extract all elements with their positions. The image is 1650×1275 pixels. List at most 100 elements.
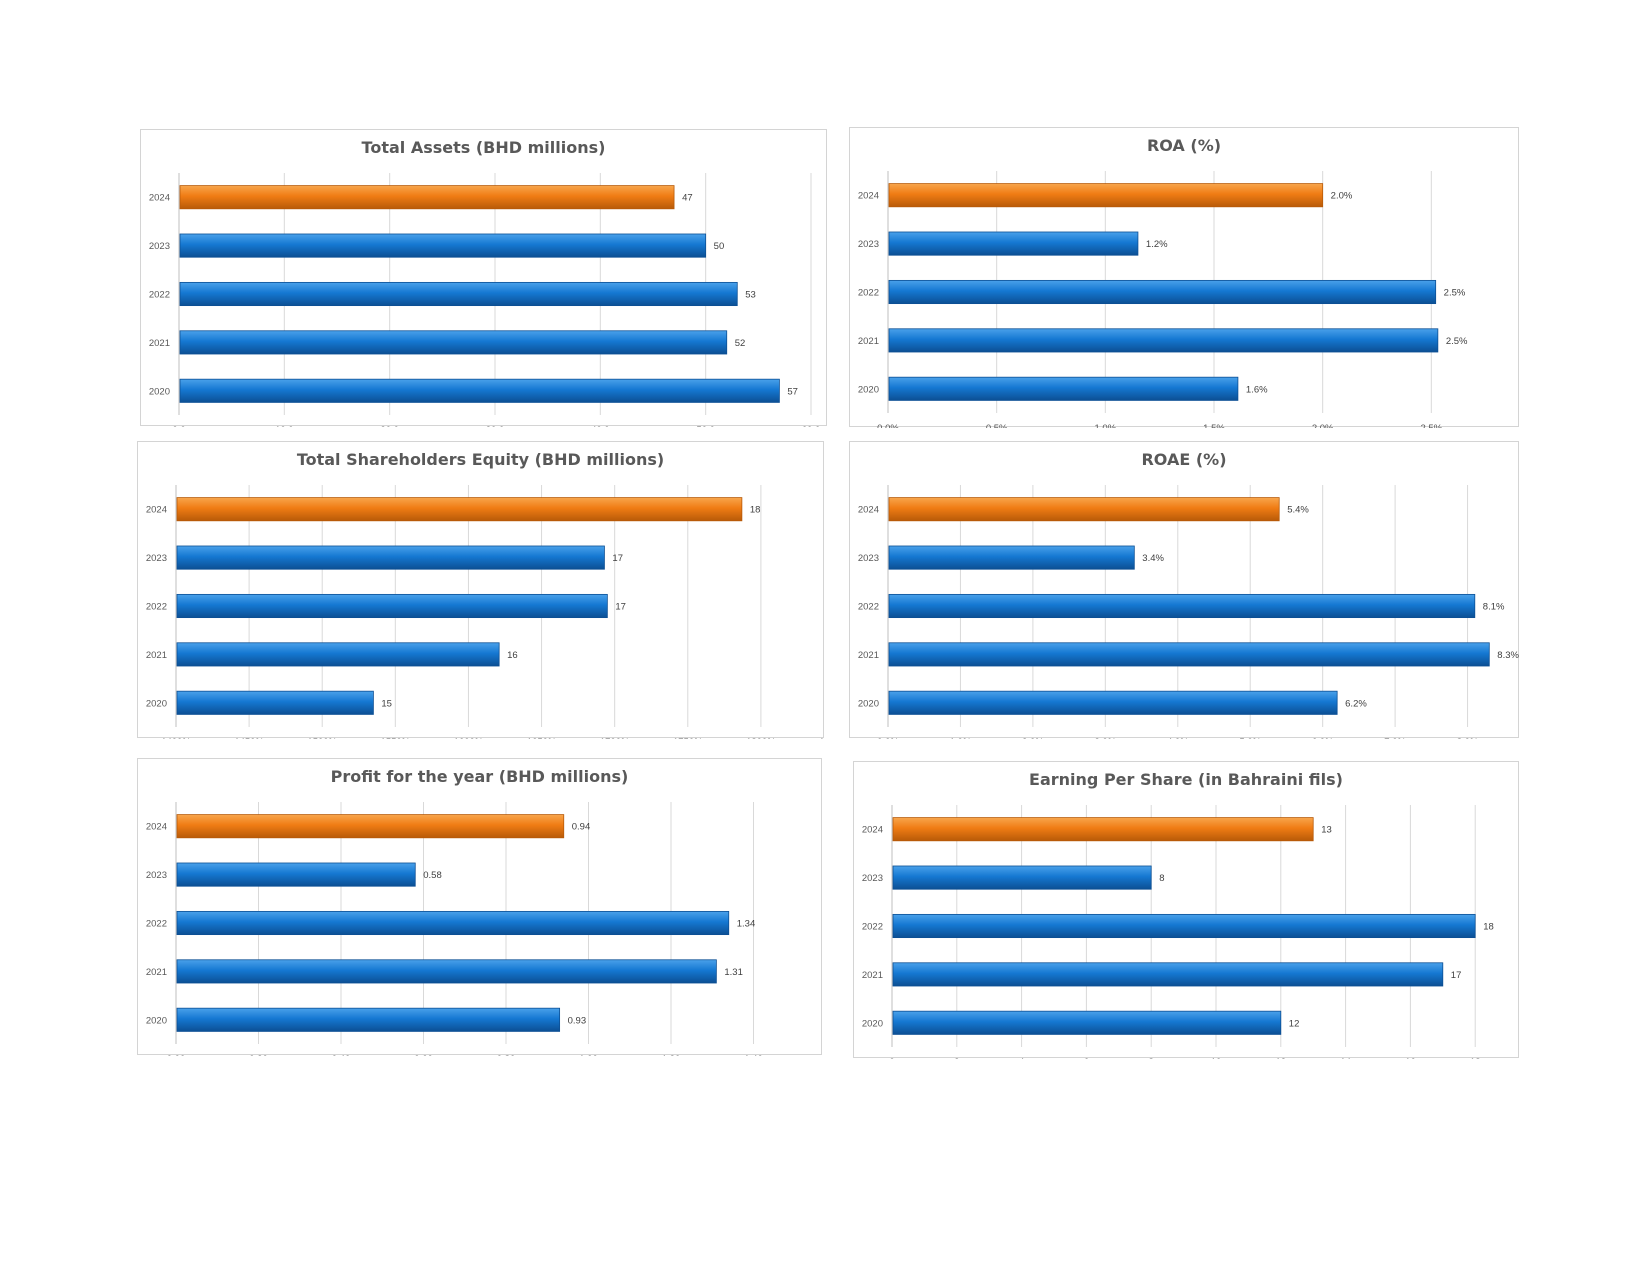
bar bbox=[892, 865, 1152, 890]
bar bbox=[888, 593, 1476, 619]
chart-profit-plot: 0.000.200.400.600.801.001.201.401.602024… bbox=[146, 802, 763, 1056]
data-label: 3.4% bbox=[1142, 553, 1164, 564]
category-label: 2024 bbox=[858, 505, 879, 516]
bar-highlight bbox=[176, 497, 743, 522]
category-label: 2021 bbox=[862, 970, 883, 981]
category-label: 2020 bbox=[146, 1015, 167, 1026]
category-label: 2022 bbox=[149, 290, 170, 301]
x-tick-label: 1400% bbox=[161, 737, 191, 739]
category-label: 2022 bbox=[858, 288, 879, 299]
category-label: 2021 bbox=[146, 967, 167, 978]
bar-highlight bbox=[888, 183, 1324, 208]
chart-shareholders-equity: 1400% 1450% 1500% 1550% 1600% 1650% 1700% 1750%… bbox=[137, 441, 825, 739]
x-tick-label: 0.5% bbox=[986, 423, 1008, 428]
data-label: 15 bbox=[381, 698, 392, 709]
x-tick-label: 1750% bbox=[673, 737, 703, 739]
data-label: 2.0% bbox=[1331, 191, 1353, 202]
category-label: 2021 bbox=[858, 650, 879, 661]
x-tick-label: 2.5% bbox=[1421, 423, 1443, 428]
data-label: 2.5% bbox=[1444, 288, 1466, 299]
data-label: 0.93 bbox=[568, 1015, 587, 1026]
chart-roa: 0.0%0.5%1.0%1.5%2.0%2.5%3.0%20242.0%2023… bbox=[849, 127, 1519, 428]
data-label: 47 bbox=[682, 193, 693, 204]
x-tick-label: 1850% bbox=[819, 737, 825, 739]
x-tick-label: 2 bbox=[954, 1057, 959, 1059]
x-tick-label: 1600% bbox=[454, 737, 484, 739]
data-label: 1.6% bbox=[1246, 384, 1268, 395]
data-label: 13 bbox=[1321, 825, 1332, 836]
bar bbox=[888, 545, 1135, 570]
category-label: 2023 bbox=[862, 873, 883, 884]
x-tick-label: 1.0% bbox=[1095, 423, 1117, 428]
chart-profit: 0.000.200.400.600.801.001.201.401.602024… bbox=[137, 758, 822, 1056]
category-label: 2024 bbox=[858, 191, 879, 202]
category-label: 2021 bbox=[149, 338, 170, 349]
x-tick-label: 14 bbox=[1340, 1057, 1351, 1059]
chart-title-roae: ROAE (%) bbox=[1141, 450, 1227, 469]
bar bbox=[888, 279, 1437, 305]
data-label: 50 bbox=[714, 241, 725, 252]
x-tick-label: 2.0% bbox=[1312, 423, 1334, 428]
chart-roae-plot: 0.0%1.0%2.0%3.0%4.0%5.0%6.0%7.0%8.0%9.0%… bbox=[858, 485, 1519, 739]
category-label: 2024 bbox=[146, 505, 167, 516]
x-tick-label: 50.0 bbox=[696, 425, 715, 427]
x-tick-label: 2.0% bbox=[1022, 737, 1044, 739]
x-tick-label: 1450% bbox=[234, 737, 264, 739]
bar bbox=[176, 545, 605, 570]
category-label: 2022 bbox=[146, 919, 167, 930]
bar-highlight bbox=[892, 817, 1314, 842]
chart-title-roa: ROA (%) bbox=[1146, 136, 1222, 155]
bar bbox=[179, 330, 728, 355]
x-tick-label: 1.0% bbox=[950, 737, 972, 739]
x-tick-label: 1500% bbox=[307, 737, 337, 739]
x-tick-label: 12 bbox=[1276, 1057, 1287, 1059]
category-label: 2020 bbox=[858, 384, 879, 395]
bar bbox=[888, 690, 1338, 715]
x-tick-label: 0.80 bbox=[497, 1054, 516, 1056]
chart-eps-plot: 0246810121416182020241320238202218202117… bbox=[862, 805, 1494, 1059]
bar bbox=[176, 593, 608, 619]
x-tick-label: 18 bbox=[1470, 1057, 1481, 1059]
category-label: 2022 bbox=[862, 922, 883, 933]
bar bbox=[892, 962, 1444, 987]
category-label: 2023 bbox=[858, 239, 879, 250]
data-label: 16 bbox=[507, 650, 518, 661]
bar bbox=[176, 959, 717, 984]
data-label: 1.2% bbox=[1146, 239, 1168, 250]
x-tick-label: 1650% bbox=[527, 737, 557, 739]
x-tick-label: 1.5% bbox=[1203, 423, 1225, 428]
bar bbox=[892, 913, 1476, 939]
x-tick-label: 0.40 bbox=[332, 1054, 351, 1056]
data-label: 8.3% bbox=[1497, 650, 1519, 661]
category-label: 2020 bbox=[149, 386, 170, 397]
x-tick-label: 60.0 bbox=[802, 425, 821, 427]
category-label: 2023 bbox=[146, 870, 167, 881]
bar bbox=[892, 1010, 1282, 1035]
data-label: 1.31 bbox=[724, 967, 743, 978]
data-label: 5.4% bbox=[1287, 505, 1309, 516]
category-label: 2022 bbox=[858, 602, 879, 613]
data-label: 52 bbox=[735, 338, 746, 349]
x-tick-label: 4 bbox=[1019, 1057, 1024, 1059]
category-label: 2023 bbox=[149, 241, 170, 252]
category-label: 2024 bbox=[149, 193, 170, 204]
data-label: 1.34 bbox=[737, 919, 756, 930]
bar bbox=[888, 376, 1239, 401]
category-label: 2024 bbox=[146, 822, 167, 833]
bar bbox=[176, 1007, 561, 1032]
data-label: 12 bbox=[1289, 1018, 1300, 1029]
x-tick-label: 1.20 bbox=[662, 1054, 681, 1056]
category-label: 2024 bbox=[862, 825, 883, 836]
x-tick-label: 1.40 bbox=[744, 1054, 763, 1056]
chart-eps: 0246810121416182020241320238202218202117… bbox=[853, 761, 1519, 1059]
category-label: 2020 bbox=[862, 1018, 883, 1029]
x-tick-label: 40.0 bbox=[591, 425, 610, 427]
bar-highlight bbox=[888, 497, 1280, 522]
data-label: 18 bbox=[1483, 922, 1494, 933]
chart-title-eps: Earning Per Share (in Bahraini fils) bbox=[1029, 770, 1343, 789]
x-tick-label: 10.0 bbox=[275, 425, 294, 427]
chart-roae: 0.0%1.0%2.0%3.0%4.0%5.0%6.0%7.0%8.0%9.0%… bbox=[849, 441, 1519, 739]
chart-total-assets: 0.0 10.0 20.0 30.0 40.0 50.0 60.0 2024 47 2023 50 2… bbox=[140, 129, 827, 427]
data-label: 17 bbox=[612, 553, 623, 564]
x-tick-label: 8 bbox=[1149, 1057, 1154, 1059]
